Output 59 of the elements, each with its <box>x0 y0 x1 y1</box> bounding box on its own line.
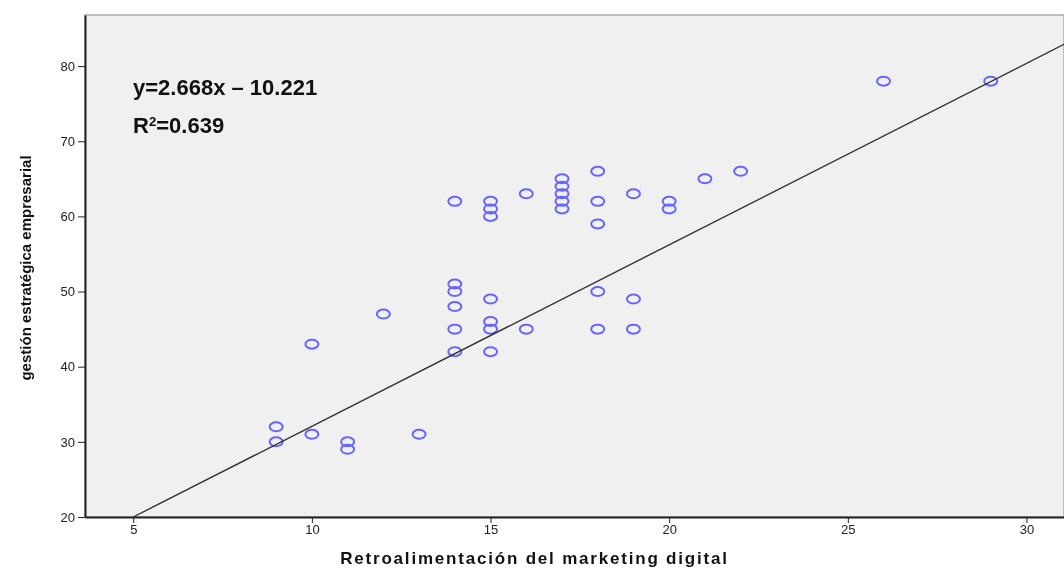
point <box>304 338 320 350</box>
x-tick-label: 5 <box>130 522 138 538</box>
y-tick-label: 40 <box>60 359 75 375</box>
y-tick-label: 70 <box>60 133 75 149</box>
point <box>483 195 499 207</box>
annotation: R$^{2}$=0.639 <box>133 113 225 138</box>
annotation: y=2.668x – 10.221 <box>133 75 318 100</box>
point <box>554 195 570 207</box>
point <box>268 436 284 448</box>
x-tick-label: 10 <box>305 522 320 538</box>
point <box>483 316 499 328</box>
x-tick-label: 30 <box>1019 522 1035 538</box>
point <box>375 308 391 320</box>
point <box>447 323 463 335</box>
x-tick-label: 20 <box>662 522 677 538</box>
point <box>518 188 534 200</box>
point <box>411 428 427 440</box>
point <box>447 195 463 207</box>
point <box>625 293 641 305</box>
point <box>268 421 284 433</box>
point <box>733 165 749 177</box>
point <box>340 436 356 448</box>
x-tick-label: 15 <box>483 522 499 538</box>
y-tick-label: 20 <box>60 509 75 525</box>
point <box>590 323 606 335</box>
y-tick-label: 60 <box>60 209 75 225</box>
point <box>661 203 677 215</box>
y-tick-label: 50 <box>60 284 75 300</box>
point <box>697 173 713 185</box>
point <box>983 75 999 87</box>
point <box>590 195 606 207</box>
x-axis-title: Retroalimentación del marketing digital <box>340 549 729 568</box>
point <box>518 323 534 335</box>
point <box>554 188 570 200</box>
point <box>483 293 499 305</box>
point <box>483 346 499 358</box>
y-axis-title: gestión estratégica empresarial <box>17 155 34 381</box>
point <box>447 278 463 290</box>
point <box>554 180 570 192</box>
x-tick-label: 25 <box>841 522 856 538</box>
point <box>447 301 463 313</box>
point <box>625 188 641 200</box>
point <box>661 195 677 207</box>
point <box>340 443 356 455</box>
point <box>590 218 606 230</box>
point <box>304 428 320 440</box>
point <box>876 75 892 87</box>
point <box>483 323 499 335</box>
point <box>447 346 463 358</box>
point <box>625 323 641 335</box>
point <box>590 286 606 298</box>
point <box>483 203 499 215</box>
y-tick-label: 80 <box>60 58 75 74</box>
point <box>590 165 606 177</box>
y-tick-label: 30 <box>60 434 75 450</box>
point <box>447 286 463 298</box>
point <box>554 173 570 185</box>
point <box>483 210 499 222</box>
point <box>554 203 570 215</box>
